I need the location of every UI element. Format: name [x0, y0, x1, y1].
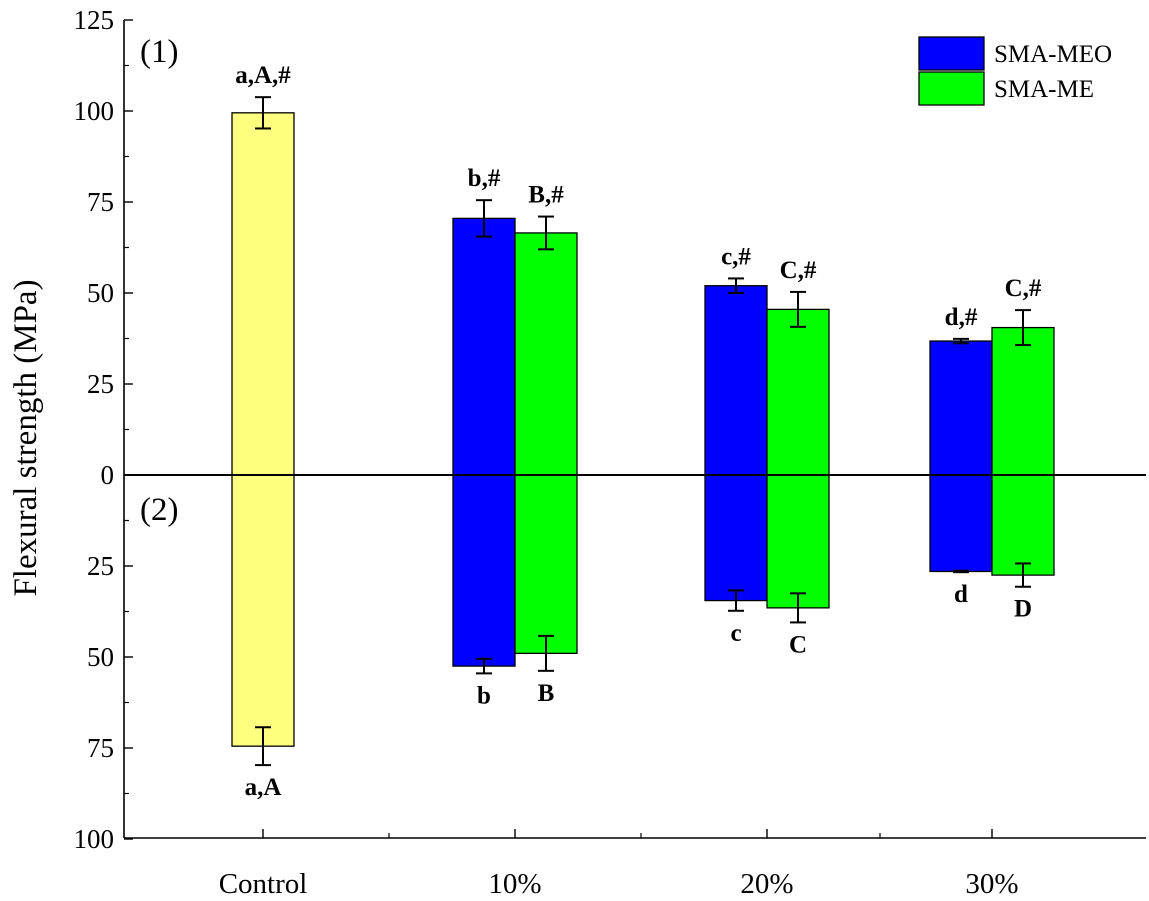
- y-tick-label: 25: [87, 551, 114, 581]
- x-tick-label: Control: [219, 868, 308, 900]
- y-tick-label: 75: [87, 733, 114, 763]
- sma-me-panel1-bar: [514, 232, 578, 476]
- axes: 125 100 75 50 25 0 25 50 75 100 Control 10% 20% 30%: [74, 5, 1146, 900]
- x-tick-label: 30%: [965, 868, 1018, 900]
- sma-meo-panel1-bar: [929, 340, 993, 476]
- sma-me-panel2-significance-label: D: [1014, 596, 1032, 623]
- sma-me-panel1-bar: [766, 308, 830, 476]
- panel-label-1: (1): [140, 34, 178, 70]
- x-tick-label: 20%: [740, 868, 793, 900]
- sma-me-panel2-significance-label: C: [789, 631, 807, 658]
- sma-me-panel1-significance-label: C,#: [1005, 275, 1042, 302]
- panel-label-2: (2): [140, 492, 178, 528]
- sma-meo-panel1-bar: [704, 285, 768, 476]
- legend-swatch-sma-me: [918, 71, 985, 106]
- sma-meo-panel2-bar: [929, 474, 993, 573]
- sma-meo-panel1-significance-label: c,#: [721, 243, 751, 270]
- sma-meo-panel1-significance-label: d,#: [945, 304, 978, 331]
- control-panel1-bar: [231, 112, 295, 476]
- sma-meo-panel1-significance-label: b,#: [468, 165, 501, 192]
- y-tick-label: 100: [74, 96, 115, 126]
- sma-me-panel2-bar: [991, 474, 1055, 576]
- y-tick-label: 25: [87, 369, 114, 399]
- y-tick-label: 100: [74, 824, 115, 854]
- legend-label-sma-me: SMA-ME: [994, 76, 1094, 103]
- sma-me-panel1-significance-label: B,#: [528, 182, 564, 209]
- y-axis-label: Flexural strength (MPa): [8, 279, 44, 596]
- legend-swatch-sma-meo: [918, 36, 985, 71]
- sma-me-panel2-bar: [514, 474, 578, 655]
- y-tick-label: 50: [87, 642, 114, 672]
- legend: SMA-MEO SMA-ME: [918, 36, 1112, 106]
- control-panel1-significance-label: a,A,#: [235, 62, 291, 89]
- sma-meo-panel2-significance-label: d: [954, 581, 968, 608]
- y-tick-label: 50: [87, 278, 114, 308]
- sma-me-panel1-bar: [991, 326, 1055, 476]
- y-tick-label: 75: [87, 187, 114, 217]
- legend-label-sma-meo: SMA-MEO: [994, 41, 1112, 68]
- sma-me-panel1-significance-label: C,#: [780, 257, 817, 284]
- plot-area: a,A,# a,A b,# b c,# c d,# d B,# B C,# C C,# D: [124, 62, 1146, 801]
- sma-meo-panel1-bar: [452, 217, 516, 476]
- control-panel2-bar: [231, 474, 295, 747]
- control-panel2-significance-label: a,A: [245, 774, 282, 801]
- sma-me-panel2-bar: [766, 474, 830, 609]
- sma-meo-panel2-significance-label: c: [730, 620, 741, 647]
- y-tick-label: 0: [101, 460, 115, 490]
- sma-meo-panel2-significance-label: b: [477, 682, 491, 709]
- sma-me-panel2-significance-label: B: [538, 680, 555, 707]
- sma-meo-panel2-bar: [452, 474, 516, 667]
- x-tick-label: 10%: [488, 868, 541, 900]
- sma-meo-panel2-bar: [704, 474, 768, 602]
- y-tick-label: 125: [74, 5, 115, 35]
